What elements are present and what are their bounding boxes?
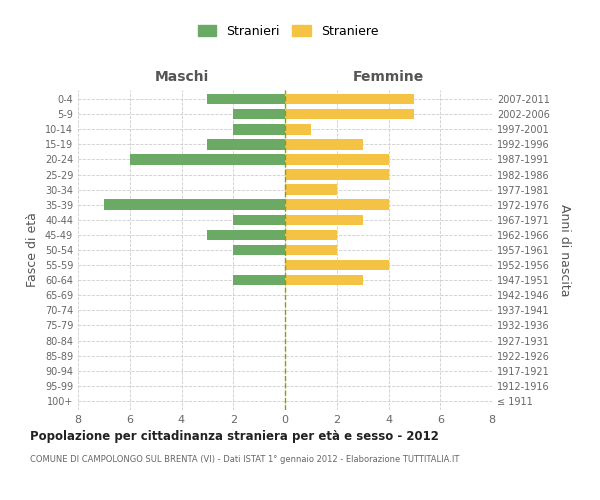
- Y-axis label: Fasce di età: Fasce di età: [26, 212, 39, 288]
- Bar: [285, 275, 362, 285]
- Bar: [285, 214, 362, 225]
- Bar: [233, 214, 285, 225]
- Bar: [285, 124, 311, 134]
- Bar: [208, 139, 285, 149]
- Bar: [285, 260, 389, 270]
- Bar: [285, 184, 337, 195]
- Bar: [208, 230, 285, 240]
- Text: COMUNE DI CAMPOLONGO SUL BRENTA (VI) - Dati ISTAT 1° gennaio 2012 - Elaborazione: COMUNE DI CAMPOLONGO SUL BRENTA (VI) - D…: [30, 455, 460, 464]
- Bar: [285, 154, 389, 164]
- Text: Femmine: Femmine: [353, 70, 424, 84]
- Bar: [285, 230, 337, 240]
- Bar: [233, 124, 285, 134]
- Bar: [285, 169, 389, 180]
- Bar: [285, 94, 415, 104]
- Text: Maschi: Maschi: [154, 70, 209, 84]
- Bar: [285, 200, 389, 210]
- Bar: [104, 200, 285, 210]
- Bar: [208, 94, 285, 104]
- Bar: [233, 244, 285, 256]
- Bar: [285, 244, 337, 256]
- Bar: [285, 139, 362, 149]
- Bar: [130, 154, 285, 164]
- Bar: [233, 109, 285, 120]
- Legend: Stranieri, Straniere: Stranieri, Straniere: [194, 21, 382, 42]
- Text: Popolazione per cittadinanza straniera per età e sesso - 2012: Popolazione per cittadinanza straniera p…: [30, 430, 439, 443]
- Bar: [233, 275, 285, 285]
- Y-axis label: Anni di nascita: Anni di nascita: [558, 204, 571, 296]
- Bar: [285, 109, 415, 120]
